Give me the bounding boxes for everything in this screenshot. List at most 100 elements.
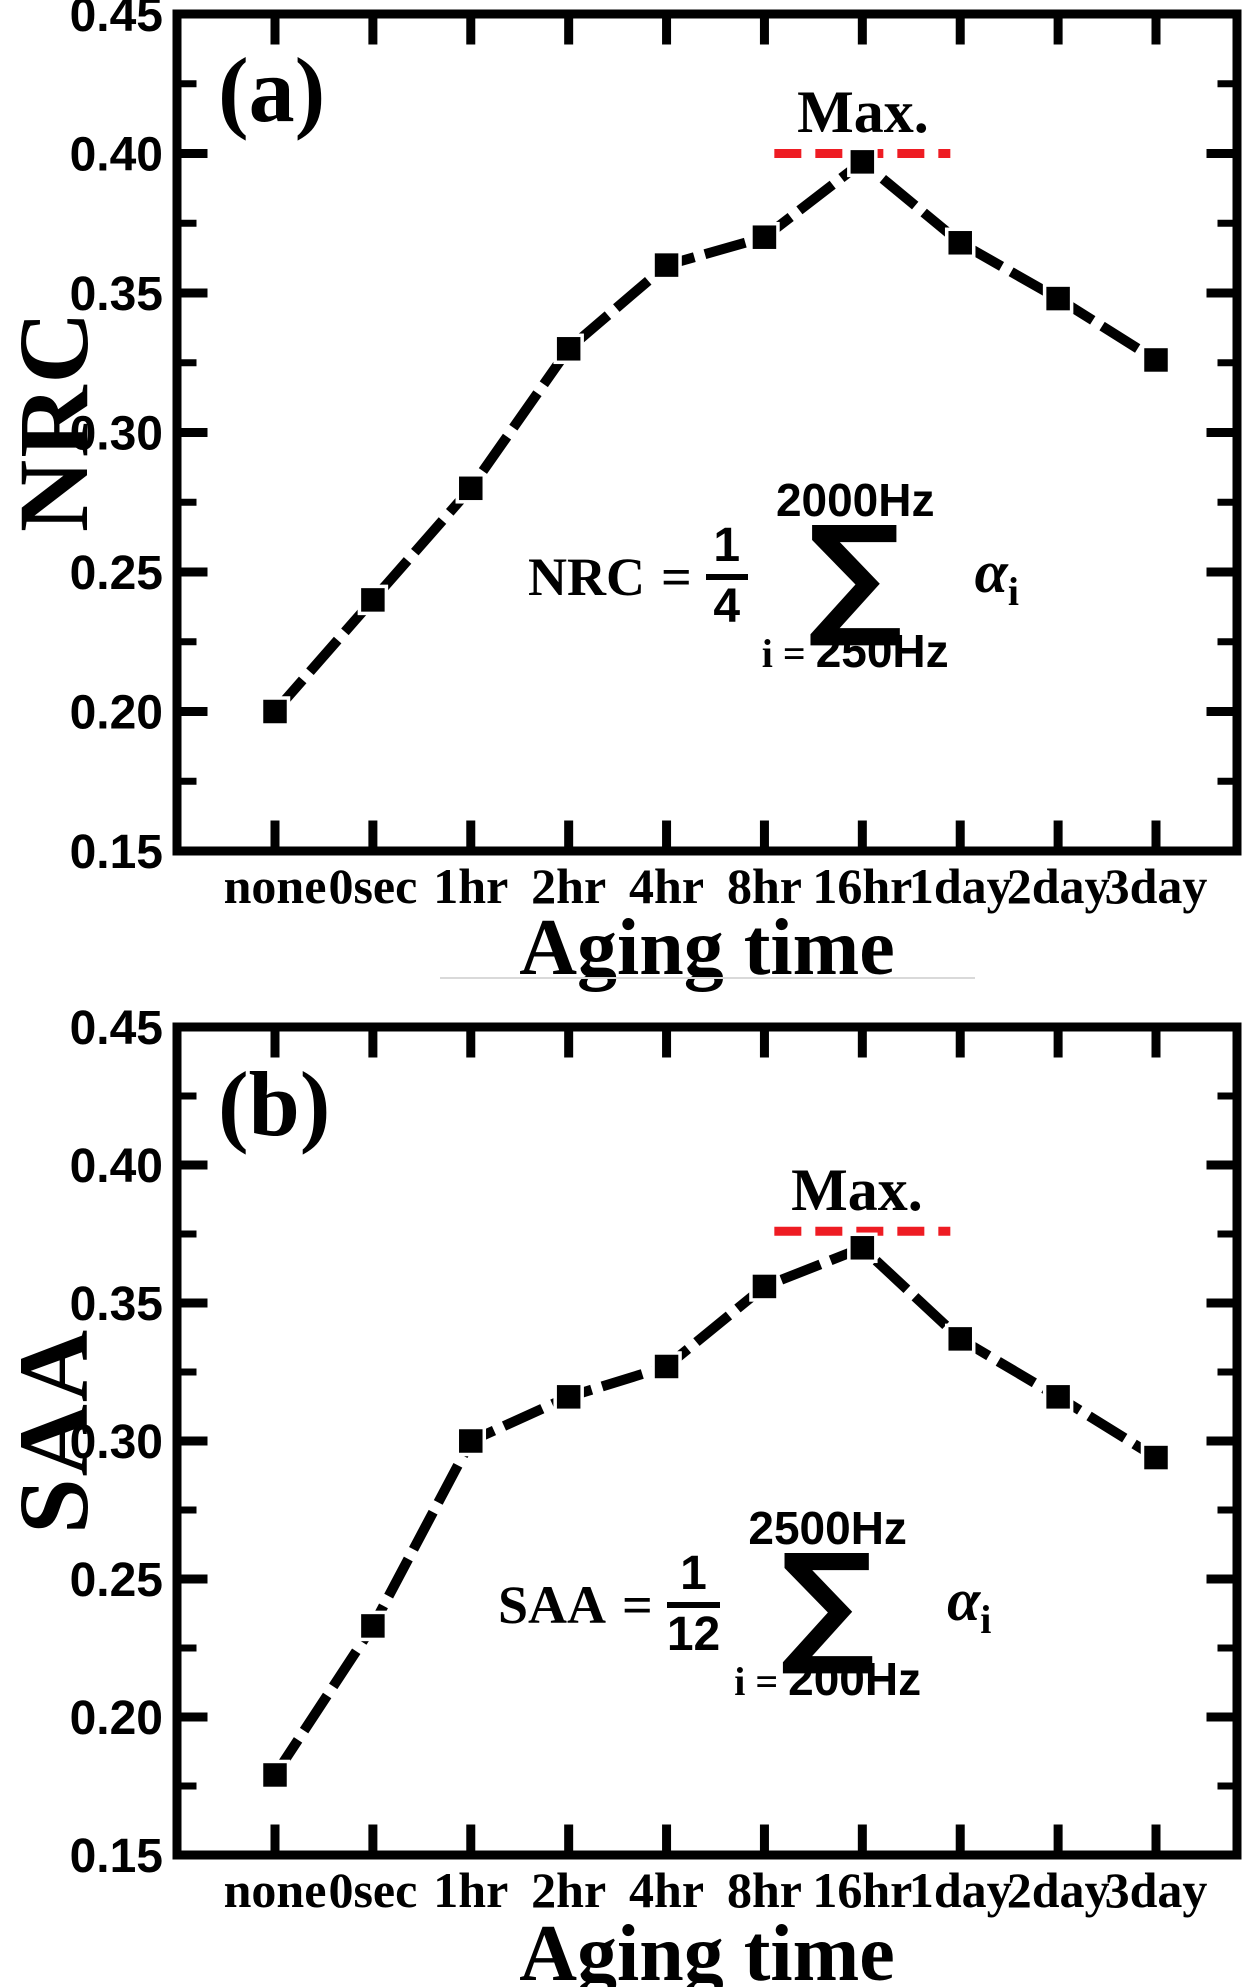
x-tick-label: 0sec <box>328 1862 417 1918</box>
x-tick-label: 3day <box>1105 858 1208 914</box>
formula-b-fraction-bar <box>666 1601 721 1608</box>
panel-b-x-axis-title: Aging time <box>519 1910 895 1987</box>
data-point-1day <box>944 1323 976 1355</box>
data-point-2hr <box>553 333 584 365</box>
data-point-3day <box>1140 1442 1172 1473</box>
x-tick-label: 0sec <box>328 858 417 914</box>
panel-a-max-annotation: Max. <box>797 79 929 145</box>
panel-a-x-axis-title: Aging time <box>519 904 895 992</box>
data-point-4hr <box>651 249 682 281</box>
x-tick-label: 16hr <box>812 858 912 914</box>
panel-a-frame <box>172 9 1242 856</box>
alpha-symbol: α <box>974 539 1008 606</box>
formula-a-sum-upper-limit: 2000Hz <box>775 474 935 526</box>
y-tick-label: 0.40 <box>70 1140 163 1193</box>
sigma-symbol: ∑ <box>807 498 903 653</box>
panel-divider <box>440 977 975 979</box>
x-tick-label: 1hr <box>433 1862 508 1918</box>
data-point-8hr <box>749 1271 780 1302</box>
formula-b-sum-lower-limit: i = 200Hz <box>734 1655 921 1705</box>
formula-a-term: αi <box>975 538 1019 615</box>
data-point-3day <box>1140 344 1172 376</box>
data-point-0sec <box>357 1610 389 1642</box>
x-tick-label: 2day <box>1007 858 1110 914</box>
formula-b-equals: = <box>622 1574 653 1635</box>
formula-b-sum-upper-limit: 2500Hz <box>748 1502 907 1554</box>
data-point-1hr <box>455 1425 487 1457</box>
data-point-8hr <box>749 221 780 253</box>
data-point-2hr <box>553 1381 584 1413</box>
y-tick-label: 0.20 <box>70 687 163 740</box>
formula-a-fraction-bar <box>705 573 748 580</box>
formula-a-fraction: 1 4 <box>705 519 748 633</box>
panel-b-formula: SAA = 1 12 2500Hz ∑ i = 200Hz αi <box>498 1504 991 1705</box>
panel-a-formula: NRC = 1 4 2000Hz ∑ i = 250Hz αi <box>528 476 1019 677</box>
x-tick-label: 2hr <box>531 858 606 914</box>
x-tick-label: none <box>224 1862 327 1918</box>
data-point-4hr <box>651 1351 682 1382</box>
formula-a-equals: = <box>661 546 692 607</box>
formula-a-fraction-denominator: 4 <box>713 579 741 633</box>
formula-b-term-subscript: i <box>980 1597 992 1643</box>
y-tick-label: 0.15 <box>70 826 163 879</box>
y-tick-label: 0.45 <box>70 1002 163 1055</box>
data-point-none <box>259 696 291 727</box>
series-line-saa <box>270 1241 1159 1778</box>
formula-b-fraction-numerator: 1 <box>680 1547 707 1601</box>
x-tick-label: none <box>224 858 327 914</box>
x-tick-label: 4hr <box>629 858 704 914</box>
formula-b-sum-lower-value: 200Hz <box>788 1653 922 1706</box>
data-point-2day <box>1042 1381 1074 1413</box>
data-point-16hr <box>847 146 878 178</box>
formula-b-term: αi <box>947 1566 991 1643</box>
sigma-symbol: ∑ <box>780 1526 876 1681</box>
y-tick-label: 0.25 <box>70 1554 163 1607</box>
data-point-1day <box>944 227 976 259</box>
panel-b-max-annotation: Max. <box>791 1157 923 1223</box>
x-tick-label: 16hr <box>812 1862 912 1918</box>
formula-a-sum-lower-value: 250Hz <box>815 625 949 678</box>
data-point-1hr <box>455 473 487 504</box>
x-tick-label: 1day <box>909 858 1012 914</box>
y-tick-label: 0.45 <box>70 0 163 42</box>
formula-a-sum-index: i = <box>761 631 806 677</box>
y-tick-label: 0.15 <box>70 1830 163 1883</box>
alpha-symbol: α <box>947 1567 981 1634</box>
y-tick-label: 0.40 <box>70 129 163 182</box>
x-tick-label: 2hr <box>531 1862 606 1918</box>
formula-b-lhs: SAA <box>498 1574 607 1635</box>
y-tick-label: 0.30 <box>70 1416 163 1469</box>
formula-b-fraction: 1 12 <box>666 1547 721 1661</box>
x-tick-label: 1day <box>909 1862 1012 1918</box>
formula-a-sum-lower-limit: i = 250Hz <box>762 627 949 677</box>
panel-a-label: (a) <box>218 39 326 141</box>
formula-b-fraction-denominator: 12 <box>666 1607 721 1661</box>
y-tick-label: 0.20 <box>70 1692 163 1745</box>
formula-a-lhs: NRC <box>528 546 645 607</box>
panel-b-frame <box>172 1022 1242 1860</box>
series-line-nrc <box>271 155 1159 715</box>
formula-b-summation: 2500Hz ∑ i = 200Hz <box>734 1504 921 1705</box>
x-tick-label: 1hr <box>433 858 508 914</box>
panel-a-y-axis-title: NRC <box>0 309 109 532</box>
formula-a-summation: 2000Hz ∑ i = 250Hz <box>762 476 949 677</box>
panel-b-label: (b) <box>218 1053 331 1155</box>
formula-a-term-subscript: i <box>1007 569 1019 615</box>
x-tick-label: 8hr <box>727 1862 802 1918</box>
formula-b-sum-index: i = <box>734 1659 779 1705</box>
y-tick-label: 0.35 <box>70 268 163 321</box>
x-tick-label: 8hr <box>727 858 802 914</box>
x-tick-label: 2day <box>1007 1862 1110 1918</box>
x-tick-label: 4hr <box>629 1862 704 1918</box>
panel-b-y-axis-title: SAA <box>0 1327 109 1534</box>
data-point-2day <box>1042 283 1074 314</box>
y-tick-label: 0.25 <box>70 547 163 600</box>
data-point-none <box>259 1759 291 1791</box>
y-tick-label: 0.35 <box>70 1278 163 1331</box>
x-tick-label: 3day <box>1105 1862 1208 1918</box>
formula-a-fraction-numerator: 1 <box>713 519 741 573</box>
y-tick-label: 0.30 <box>70 408 163 461</box>
data-point-0sec <box>357 584 389 616</box>
